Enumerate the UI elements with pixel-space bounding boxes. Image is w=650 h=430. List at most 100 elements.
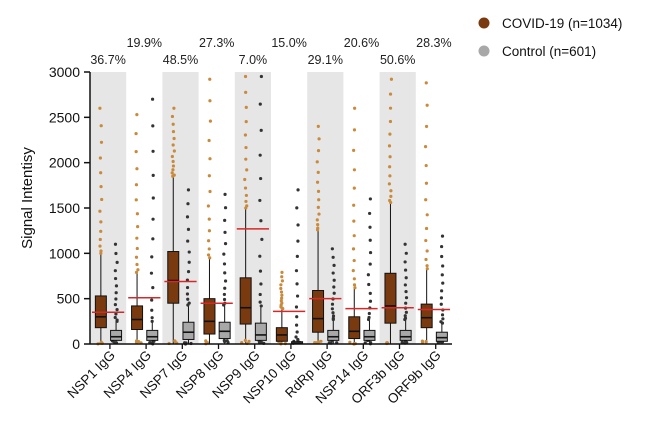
- outlier-point: [258, 153, 262, 157]
- outlier-point: [258, 269, 263, 273]
- outlier-point: [424, 257, 428, 262]
- outlier-point: [150, 319, 154, 323]
- outlier-point: [368, 262, 372, 266]
- outlier-point: [171, 122, 175, 126]
- box: [348, 316, 361, 340]
- percent-label: 48.5%: [163, 53, 198, 67]
- box-covid: [348, 106, 361, 346]
- outlier-point: [113, 276, 118, 281]
- outlier-point: [98, 156, 102, 160]
- outlier-point: [245, 168, 249, 172]
- outlier-point: [150, 255, 154, 259]
- outlier-point: [317, 137, 321, 141]
- outlier-point: [99, 251, 103, 255]
- outlier-point: [243, 177, 247, 182]
- outlier-point: [440, 244, 444, 249]
- outlier-point: [315, 160, 319, 164]
- outlier-point: [243, 186, 248, 190]
- outlier-point: [403, 260, 407, 264]
- outlier-point: [186, 227, 191, 231]
- box-control: [254, 74, 267, 345]
- outlier-point: [134, 198, 138, 202]
- outlier-point: [245, 204, 249, 208]
- outlier-point: [99, 340, 103, 344]
- box-covid: [312, 124, 325, 345]
- outlier-point: [315, 180, 320, 184]
- y-tick-label: 1000: [49, 245, 80, 261]
- outlier-point: [280, 279, 284, 283]
- outlier-point: [114, 312, 118, 316]
- outlier-point: [294, 323, 299, 327]
- outlier-point: [295, 282, 299, 286]
- outlier-point: [425, 213, 429, 217]
- outlier-point: [400, 340, 404, 344]
- outlier-point: [368, 197, 372, 201]
- outlier-point: [388, 132, 392, 136]
- outlier-point: [134, 150, 138, 154]
- outlier-point: [223, 241, 228, 246]
- outlier-point: [207, 138, 211, 143]
- outlier-point: [420, 339, 425, 343]
- outlier-point: [223, 271, 227, 275]
- outlier-point: [295, 254, 299, 259]
- outlier-point: [279, 286, 283, 291]
- outlier-point: [388, 92, 393, 96]
- outlier-point: [170, 171, 174, 175]
- outlier-point: [208, 119, 213, 123]
- box: [327, 329, 340, 341]
- outlier-point: [243, 338, 247, 343]
- percent-labels: 36.7%19.9%48.5%27.3% 7.0%15.0%29.1%20.6%5…: [90, 36, 451, 67]
- outlier-point: [387, 144, 392, 148]
- outlier-point: [404, 301, 408, 305]
- outlier-point: [352, 234, 356, 238]
- outlier-point: [114, 297, 118, 301]
- outlier-point: [388, 174, 392, 178]
- outlier-point: [99, 229, 103, 233]
- outlier-point: [317, 212, 321, 216]
- legend-label-covid: COVID-19 (n=1034): [502, 16, 622, 31]
- outlier-point: [99, 220, 103, 224]
- box-control: [435, 234, 448, 344]
- outlier-point: [223, 206, 228, 210]
- outlier-point: [330, 307, 334, 311]
- outlier-point: [173, 339, 177, 343]
- outlier-point: [296, 239, 300, 243]
- outlier-point: [223, 192, 227, 196]
- outlier-point: [404, 276, 408, 280]
- outlier-point: [186, 297, 190, 301]
- outlier-point: [367, 315, 371, 320]
- outlier-point: [170, 154, 174, 159]
- outlier-point: [440, 254, 444, 259]
- outlier-point: [113, 303, 117, 307]
- outlier-point: [258, 300, 262, 304]
- y-tick-label: 1500: [49, 200, 80, 216]
- legend-label-control: Control (n=601): [502, 44, 596, 59]
- box-covid: [203, 77, 216, 346]
- outlier-point: [439, 320, 443, 324]
- outlier-point: [208, 99, 212, 103]
- outlier-point: [259, 282, 263, 286]
- box: [384, 272, 397, 324]
- y-tick-label: 3000: [49, 64, 80, 80]
- box-covid: [384, 77, 397, 346]
- outlier-point: [208, 189, 212, 194]
- outlier-point: [258, 198, 262, 203]
- outlier-point: [225, 339, 229, 343]
- box-covid: [239, 74, 252, 346]
- outlier-point: [244, 90, 248, 94]
- outlier-point: [294, 335, 298, 339]
- outlier-point: [115, 260, 119, 264]
- outlier-point: [136, 268, 140, 272]
- outlier-point: [316, 170, 320, 174]
- outlier-point: [206, 253, 211, 257]
- outlier-point: [332, 278, 336, 282]
- outlier-point: [135, 167, 139, 171]
- outlier-point: [150, 97, 155, 101]
- outlier-point: [136, 224, 140, 229]
- outlier-point: [280, 275, 284, 279]
- outlier-point: [151, 237, 155, 241]
- outlier-point: [207, 217, 211, 221]
- y-tick-label: 2500: [49, 109, 80, 125]
- percent-label: 27.3%: [199, 36, 234, 50]
